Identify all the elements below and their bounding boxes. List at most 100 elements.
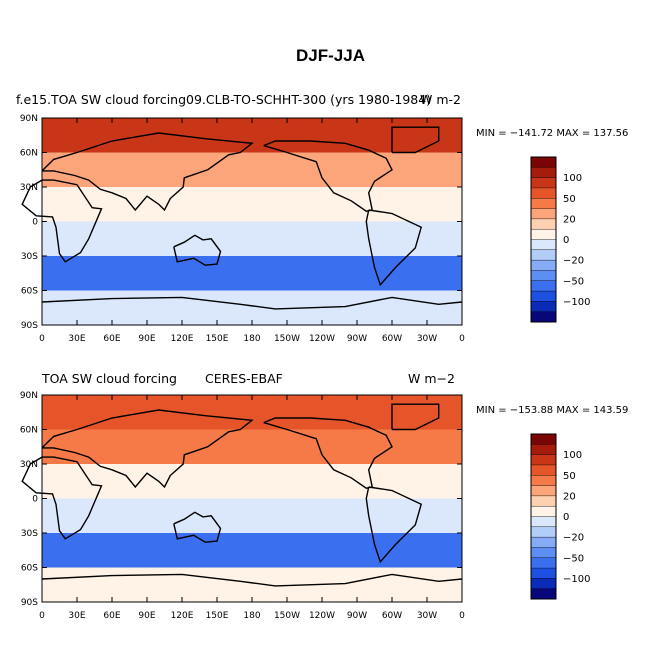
coastline	[21, 456, 103, 540]
colorbar-label: 20	[563, 491, 576, 502]
colorbar-swatch	[530, 433, 557, 445]
colorbar-swatch	[530, 290, 557, 302]
x-tick-label: 90W	[347, 334, 367, 344]
colorbar-label: −100	[563, 297, 590, 308]
colorbar-swatch	[530, 444, 557, 456]
y-tick-label: 30N	[20, 460, 38, 470]
y-tick-label: 60S	[21, 564, 38, 574]
colorbar-frame	[530, 433, 557, 600]
x-tick-label: 60W	[382, 611, 402, 621]
coastline	[41, 296, 463, 310]
colorbar-swatch	[530, 198, 557, 210]
panel-min-max: MIN = −153.88 MAX = 143.59	[476, 405, 629, 416]
colorbar-swatch	[530, 526, 557, 538]
y-tick-label: 0	[32, 495, 38, 505]
colorbar-swatch	[530, 280, 557, 292]
x-tick-label: 30W	[417, 334, 437, 344]
colorbar-swatch	[530, 475, 557, 487]
x-tick-label: 180	[243, 334, 260, 344]
coastline	[41, 409, 254, 489]
colorbar-swatch	[530, 156, 557, 168]
coastline	[263, 140, 393, 212]
colorbar-swatch	[530, 464, 557, 476]
x-tick-label: 60W	[382, 334, 402, 344]
x-tick-label: 60E	[103, 334, 120, 344]
y-tick-label: 0	[32, 218, 38, 228]
colorbar-label: 100	[563, 450, 582, 461]
x-tick-label: 0	[459, 334, 465, 344]
x-tick-label: 90E	[138, 334, 155, 344]
field-band	[42, 256, 462, 291]
y-tick-label: 90S	[21, 598, 38, 608]
x-tick-label: 30E	[68, 334, 85, 344]
map-plot-observations: 0 30E 60E 90E 120E 150E 180 150W 120W 90W 60W 30W 09…	[20, 391, 591, 621]
field-band	[42, 395, 462, 430]
field-band	[42, 533, 462, 568]
x-tick-label: 0	[459, 611, 465, 621]
x-tick-label: 90W	[347, 611, 367, 621]
field-band	[42, 118, 462, 153]
x-tick-label: 30E	[68, 611, 85, 621]
colorbar-frame	[530, 156, 557, 323]
colorbar-swatch	[530, 187, 557, 199]
colorbar-swatch	[530, 495, 557, 507]
panel-units: W m-2	[420, 92, 461, 107]
colorbar-swatch	[530, 578, 557, 590]
map-panel-model: f.e15.TOA SW cloud forcing09.CLB-TO-SCHH…	[0, 88, 661, 358]
y-tick-label: 30N	[20, 183, 38, 193]
coastline	[365, 209, 423, 287]
panel-center-title: CERES-EBAF	[205, 371, 283, 386]
coastline	[391, 403, 440, 431]
colorbar-swatch	[530, 228, 557, 241]
coastline	[263, 417, 393, 489]
panel-left-title: TOA SW cloud forcing	[42, 371, 177, 386]
y-tick-label: 60N	[20, 426, 38, 436]
y-tick-label: 90S	[21, 321, 38, 331]
colorbar-label: −100	[563, 574, 590, 585]
coastline	[173, 511, 222, 543]
colorbar-swatch	[530, 547, 557, 559]
field-band	[42, 290, 462, 325]
colorbar-label: 20	[563, 214, 576, 225]
colorbar-swatch	[530, 311, 557, 323]
coastline	[21, 179, 103, 263]
y-tick-label: 60N	[20, 149, 38, 159]
colorbar-swatch	[530, 485, 557, 497]
x-tick-label: 150W	[274, 611, 300, 621]
colorbar-label: 100	[563, 173, 582, 184]
y-tick-label: 90N	[20, 391, 38, 401]
x-tick-label: 90E	[138, 611, 155, 621]
map-plot-model: 0 30E 60E 90E 120E 150E 180 150W 120W 90W 60W 30W 09…	[20, 114, 591, 344]
x-tick-label: 120E	[171, 334, 194, 344]
colorbar-swatch	[530, 567, 557, 579]
colorbar-swatch	[530, 301, 557, 313]
panel-units: W m−2	[408, 371, 455, 386]
colorbar-swatch	[530, 536, 557, 548]
colorbar-swatch	[530, 505, 557, 518]
coastline	[391, 126, 440, 154]
colorbar-label: 50	[563, 194, 576, 205]
colorbar-label: −50	[563, 553, 584, 564]
colorbar-label: −50	[563, 276, 584, 287]
panel-left-title: f.e15.TOA SW cloud forcing09.CLB-TO-SCHH…	[16, 92, 432, 107]
x-tick-label: 150E	[206, 334, 229, 344]
colorbar-swatch	[530, 167, 557, 179]
field-band	[42, 567, 462, 602]
y-tick-label: 30S	[21, 529, 38, 539]
colorbar-swatch	[530, 516, 557, 528]
y-tick-label: 60S	[21, 287, 38, 297]
colorbar-swatch	[530, 270, 557, 282]
colorbar-swatch	[530, 177, 557, 189]
colorbar-label: 50	[563, 471, 576, 482]
colorbar-swatch	[530, 208, 557, 220]
colorbar-swatch	[530, 557, 557, 569]
x-tick-label: 120W	[309, 611, 335, 621]
x-tick-label: 30W	[417, 611, 437, 621]
field-band	[42, 429, 462, 464]
coastline	[41, 573, 463, 587]
coastline	[173, 234, 222, 266]
x-tick-label: 150W	[274, 334, 300, 344]
x-tick-label: 0	[39, 611, 45, 621]
colorbar-label: 0	[563, 512, 569, 523]
x-tick-label: 120E	[171, 611, 194, 621]
